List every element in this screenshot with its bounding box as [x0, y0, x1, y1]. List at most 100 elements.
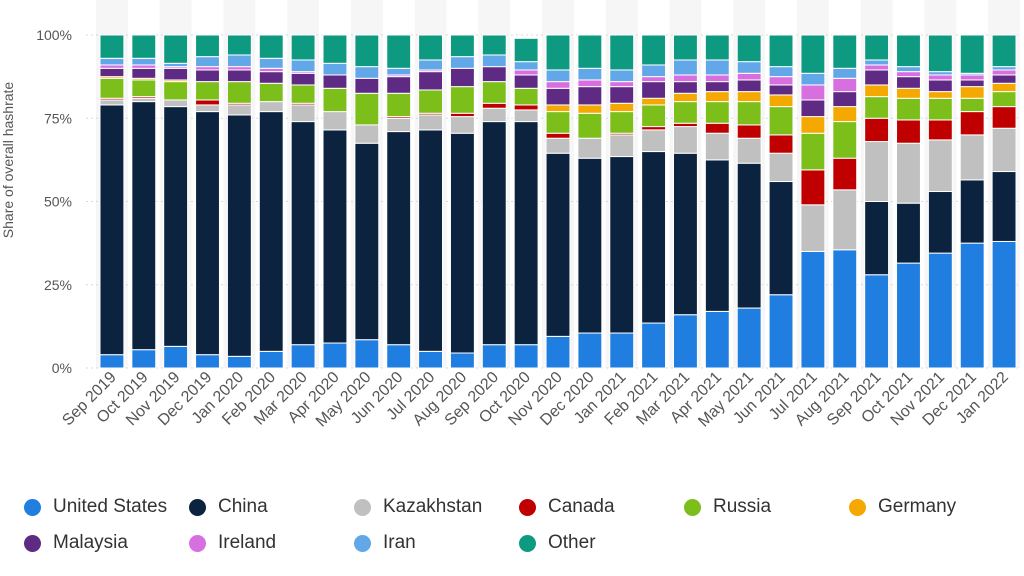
- bar-stack[interactable]: [196, 35, 220, 368]
- bar-segment[interactable]: [897, 88, 921, 98]
- bar-segment[interactable]: [610, 333, 634, 368]
- bar-segment[interactable]: [450, 87, 474, 114]
- bar-segment[interactable]: [578, 113, 602, 138]
- bar-segment[interactable]: [705, 92, 729, 102]
- bar-stack[interactable]: [482, 35, 506, 368]
- bar-segment[interactable]: [769, 107, 793, 135]
- bar-segment[interactable]: [100, 68, 124, 76]
- bar-segment[interactable]: [674, 35, 698, 60]
- bar-segment[interactable]: [450, 57, 474, 69]
- legend-item[interactable]: Other: [519, 531, 596, 555]
- bar-segment[interactable]: [769, 135, 793, 153]
- bar-segment[interactable]: [960, 112, 984, 135]
- bar-segment[interactable]: [960, 180, 984, 243]
- bar-segment[interactable]: [737, 80, 761, 92]
- bar-segment[interactable]: [259, 35, 283, 58]
- bar-segment[interactable]: [801, 170, 825, 205]
- bar-segment[interactable]: [259, 351, 283, 368]
- bar-segment[interactable]: [387, 118, 411, 131]
- bar-segment[interactable]: [801, 133, 825, 170]
- bar-segment[interactable]: [323, 343, 347, 368]
- legend-item[interactable]: United States: [24, 495, 167, 519]
- bar-segment[interactable]: [960, 80, 984, 87]
- bar-segment[interactable]: [705, 102, 729, 124]
- bar-segment[interactable]: [132, 68, 156, 78]
- bar-segment[interactable]: [865, 275, 889, 368]
- bar-segment[interactable]: [865, 35, 889, 60]
- bar-segment[interactable]: [928, 35, 952, 72]
- bar-segment[interactable]: [769, 182, 793, 295]
- bar-segment[interactable]: [132, 35, 156, 58]
- bar-segment[interactable]: [928, 253, 952, 368]
- bar-segment[interactable]: [610, 87, 634, 104]
- bar-segment[interactable]: [196, 70, 220, 82]
- bar-segment[interactable]: [482, 55, 506, 67]
- bar-segment[interactable]: [833, 158, 857, 190]
- bar-segment[interactable]: [833, 78, 857, 91]
- bar-segment[interactable]: [514, 105, 538, 110]
- bar-segment[interactable]: [801, 73, 825, 85]
- bar-stack[interactable]: [737, 35, 761, 368]
- bar-segment[interactable]: [705, 123, 729, 133]
- bar-segment[interactable]: [801, 251, 825, 368]
- bar-segment[interactable]: [259, 72, 283, 84]
- bar-segment[interactable]: [546, 133, 570, 138]
- legend-item[interactable]: Russia: [684, 495, 771, 519]
- legend-item[interactable]: Iran: [354, 531, 416, 555]
- bar-segment[interactable]: [769, 35, 793, 67]
- bar-stack[interactable]: [100, 35, 124, 368]
- bar-segment[interactable]: [705, 82, 729, 92]
- bar-segment[interactable]: [769, 77, 793, 85]
- bar-segment[interactable]: [960, 35, 984, 73]
- bar-segment[interactable]: [164, 68, 188, 80]
- bar-segment[interactable]: [705, 75, 729, 82]
- bar-segment[interactable]: [928, 120, 952, 140]
- bar-stack[interactable]: [387, 35, 411, 368]
- bar-segment[interactable]: [132, 102, 156, 350]
- bar-segment[interactable]: [227, 35, 251, 55]
- bar-segment[interactable]: [450, 133, 474, 353]
- bar-segment[interactable]: [482, 35, 506, 55]
- bar-segment[interactable]: [164, 346, 188, 368]
- bar-segment[interactable]: [960, 243, 984, 368]
- legend-item[interactable]: Germany: [849, 495, 956, 519]
- bar-segment[interactable]: [196, 35, 220, 57]
- bar-segment[interactable]: [164, 100, 188, 107]
- bar-segment[interactable]: [578, 105, 602, 113]
- bar-segment[interactable]: [737, 73, 761, 80]
- bar-segment[interactable]: [419, 60, 443, 70]
- bar-segment[interactable]: [769, 95, 793, 107]
- bar-segment[interactable]: [259, 112, 283, 352]
- bar-segment[interactable]: [291, 105, 315, 122]
- bar-segment[interactable]: [387, 77, 411, 94]
- bar-segment[interactable]: [323, 112, 347, 130]
- bar-segment[interactable]: [355, 93, 379, 125]
- bar-segment[interactable]: [227, 82, 251, 104]
- bar-segment[interactable]: [769, 67, 793, 77]
- bar-segment[interactable]: [164, 35, 188, 63]
- bar-segment[interactable]: [355, 35, 379, 67]
- bar-stack[interactable]: [227, 35, 251, 368]
- bar-segment[interactable]: [514, 38, 538, 61]
- bar-segment[interactable]: [578, 333, 602, 368]
- bar-segment[interactable]: [482, 345, 506, 368]
- bar-segment[interactable]: [674, 93, 698, 101]
- bar-segment[interactable]: [960, 98, 984, 111]
- bar-stack[interactable]: [578, 35, 602, 368]
- bar-segment[interactable]: [514, 88, 538, 105]
- bar-segment[interactable]: [737, 92, 761, 102]
- bar-segment[interactable]: [897, 120, 921, 143]
- bar-segment[interactable]: [514, 75, 538, 88]
- bar-segment[interactable]: [928, 92, 952, 99]
- bar-stack[interactable]: [323, 35, 347, 368]
- bar-segment[interactable]: [960, 87, 984, 99]
- bar-segment[interactable]: [674, 153, 698, 315]
- bar-stack[interactable]: [132, 35, 156, 368]
- bar-stack[interactable]: [546, 35, 570, 368]
- bar-segment[interactable]: [897, 203, 921, 263]
- bar-segment[interactable]: [514, 345, 538, 368]
- bar-segment[interactable]: [865, 60, 889, 65]
- bar-segment[interactable]: [323, 88, 347, 111]
- bar-segment[interactable]: [482, 82, 506, 104]
- bar-stack[interactable]: [801, 35, 825, 368]
